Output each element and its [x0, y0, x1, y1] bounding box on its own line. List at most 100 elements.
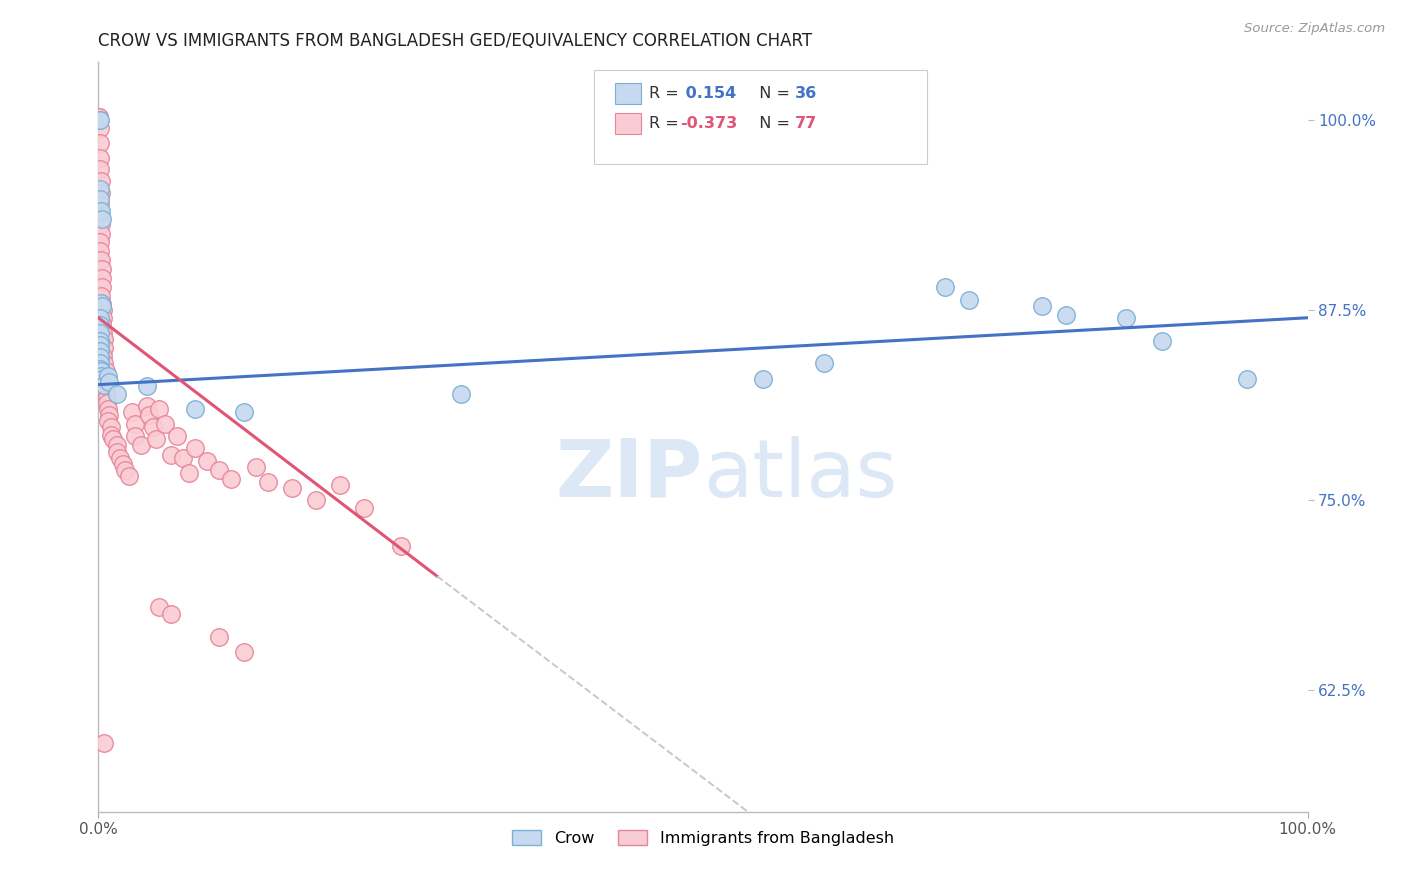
Point — [160, 448, 183, 462]
Point — [179, 466, 201, 480]
Point — [94, 364, 117, 378]
Point — [91, 371, 114, 385]
Point — [89, 110, 111, 124]
Point — [166, 429, 188, 443]
Point — [91, 310, 114, 325]
FancyBboxPatch shape — [595, 70, 927, 163]
Point — [184, 442, 207, 456]
Point — [90, 186, 112, 201]
Point — [93, 332, 115, 346]
Point — [90, 253, 112, 268]
Point — [138, 408, 160, 422]
Text: N =: N = — [749, 116, 794, 130]
Point — [94, 384, 117, 398]
Point — [98, 375, 121, 389]
Text: R =: R = — [648, 116, 683, 130]
Point — [91, 280, 114, 294]
Point — [118, 468, 141, 483]
Point — [105, 444, 128, 458]
Point — [96, 396, 118, 410]
Point — [90, 364, 112, 378]
Text: 36: 36 — [794, 87, 817, 102]
Point — [105, 386, 128, 401]
Point — [389, 539, 412, 553]
Text: N =: N = — [749, 87, 794, 102]
Point — [89, 181, 111, 195]
Legend: Crow, Immigrants from Bangladesh: Crow, Immigrants from Bangladesh — [506, 823, 900, 853]
Point — [89, 356, 111, 370]
Text: Source: ZipAtlas.com: Source: ZipAtlas.com — [1244, 22, 1385, 36]
Point — [105, 438, 128, 452]
Point — [87, 110, 110, 124]
Point — [89, 161, 111, 176]
Point — [97, 368, 120, 383]
Point — [100, 420, 122, 434]
Text: atlas: atlas — [703, 435, 897, 514]
Point — [90, 289, 112, 303]
FancyBboxPatch shape — [614, 112, 641, 134]
Point — [93, 341, 115, 355]
Point — [91, 297, 114, 311]
Point — [124, 417, 146, 432]
Point — [91, 349, 114, 363]
Point — [329, 478, 352, 492]
Point — [91, 317, 114, 331]
Point — [281, 481, 304, 495]
Point — [160, 607, 183, 621]
Point — [450, 386, 472, 401]
Point — [1152, 334, 1174, 348]
Point — [89, 351, 111, 365]
Point — [153, 417, 176, 432]
Point — [208, 463, 231, 477]
Point — [89, 334, 111, 348]
Point — [1236, 371, 1258, 385]
Text: -0.373: -0.373 — [681, 116, 737, 130]
Point — [91, 262, 114, 277]
Point — [1054, 308, 1077, 322]
Text: 77: 77 — [794, 116, 817, 130]
Point — [89, 338, 111, 352]
Point — [101, 433, 124, 447]
Point — [91, 271, 114, 285]
Point — [93, 356, 115, 370]
Point — [90, 295, 112, 310]
Point — [89, 244, 111, 258]
Point — [89, 136, 111, 150]
Point — [90, 204, 112, 219]
Point — [934, 280, 956, 294]
Point — [1115, 310, 1137, 325]
Point — [89, 196, 111, 211]
Point — [90, 368, 112, 383]
Point — [145, 433, 167, 447]
Point — [100, 427, 122, 442]
Point — [813, 356, 835, 370]
Point — [89, 318, 111, 333]
Point — [172, 450, 194, 465]
Point — [91, 303, 114, 318]
Point — [89, 326, 111, 340]
Point — [135, 379, 157, 393]
Point — [89, 120, 111, 135]
Point — [89, 113, 111, 128]
Point — [245, 459, 267, 474]
Point — [90, 227, 112, 242]
Text: CROW VS IMMIGRANTS FROM BANGLADESH GED/EQUIVALENCY CORRELATION CHART: CROW VS IMMIGRANTS FROM BANGLADESH GED/E… — [98, 32, 813, 50]
Point — [89, 192, 111, 206]
Point — [91, 299, 114, 313]
Point — [89, 235, 111, 249]
Point — [148, 401, 170, 416]
Point — [97, 401, 120, 416]
Point — [121, 405, 143, 419]
Point — [93, 736, 115, 750]
Point — [87, 113, 110, 128]
Point — [93, 377, 115, 392]
Point — [148, 599, 170, 614]
Point — [114, 463, 136, 477]
Point — [90, 217, 112, 231]
Text: R =: R = — [648, 87, 683, 102]
Point — [1031, 299, 1053, 313]
Point — [93, 377, 115, 392]
Point — [89, 207, 111, 221]
Point — [957, 293, 980, 307]
Point — [752, 371, 775, 385]
